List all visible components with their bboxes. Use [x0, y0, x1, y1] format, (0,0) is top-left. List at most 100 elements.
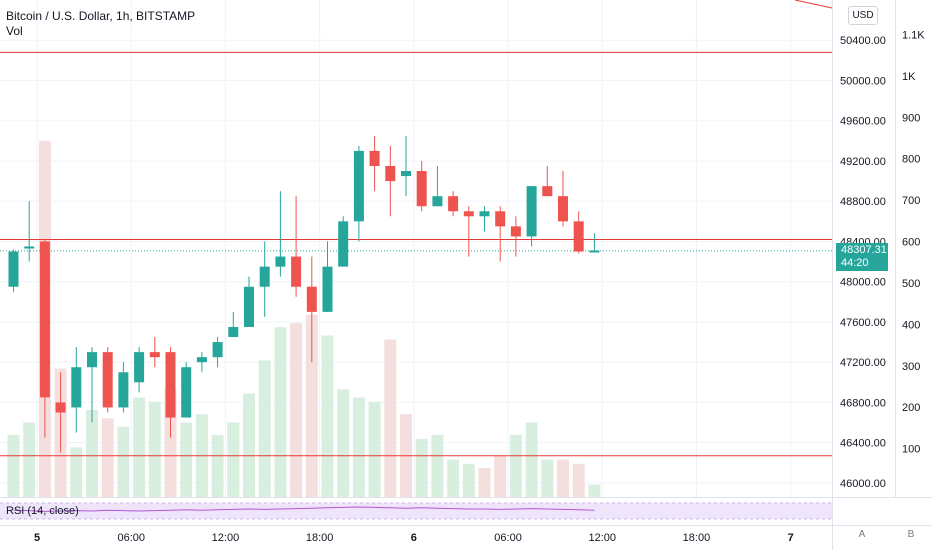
volume-bar	[352, 397, 365, 497]
candle-body	[353, 150, 364, 222]
volume-bar	[431, 434, 444, 497]
candle-body	[259, 266, 270, 287]
candle-body	[558, 196, 568, 222]
candle-body	[244, 286, 254, 327]
volume-tick-label: 400	[902, 319, 920, 331]
volume-bar	[180, 422, 193, 497]
candle-body	[432, 196, 443, 207]
price-tick-label: 49600.00	[840, 116, 886, 128]
volume-bar	[290, 323, 303, 497]
volume-tick-label: 600	[902, 237, 920, 249]
candle-body	[338, 221, 349, 267]
candle-body	[165, 352, 176, 418]
volume-bar	[321, 335, 334, 497]
volume-tick-label: 1.1K	[902, 29, 925, 41]
volume-bar	[117, 426, 130, 497]
volume-bar	[211, 434, 224, 497]
bar-countdown: 44:20	[841, 256, 869, 269]
candle-body	[8, 251, 19, 287]
rsi-line	[13, 506, 595, 512]
candle-body	[542, 186, 553, 197]
candle-body	[322, 266, 333, 312]
candle-body	[463, 211, 474, 217]
price-tick-label: 49200.00	[840, 156, 886, 168]
candle-body	[573, 221, 584, 252]
candle-body	[118, 372, 129, 408]
symbol-legend[interactable]: Bitcoin / U.S. Dollar, 1h, BITSTAMP	[6, 9, 196, 23]
rsi-legend[interactable]: RSI (14, close)	[6, 505, 79, 517]
volume-bar	[541, 459, 554, 497]
candle-body	[228, 326, 239, 338]
candle-body	[291, 256, 302, 287]
candle-body	[589, 250, 600, 253]
candle-body	[495, 211, 506, 227]
volume-bar	[557, 459, 569, 497]
volume-bar	[23, 422, 36, 497]
candle-body	[87, 352, 97, 368]
auto-scale-button[interactable]: A	[858, 529, 866, 540]
volume-bar	[258, 360, 271, 497]
time-tick-label: 12:00	[588, 532, 616, 544]
volume-bar	[243, 393, 255, 497]
candle-body	[71, 367, 82, 408]
time-tick-label: 18:00	[306, 532, 334, 544]
price-tick-label: 47600.00	[840, 317, 886, 329]
log-scale-button[interactable]: B	[907, 529, 915, 540]
volume-bar	[478, 468, 491, 497]
rsi-band	[0, 503, 832, 519]
time-tick-label: 18:00	[683, 532, 711, 544]
time-tick-label: 5	[34, 532, 40, 544]
volume-tick-label: 800	[902, 154, 920, 166]
last-price-value: 48307.31	[841, 243, 887, 256]
time-tick-label: 06:00	[494, 532, 522, 544]
volume-bar	[274, 327, 287, 497]
currency-button[interactable]: USD	[848, 6, 878, 25]
price-tick-label: 50400.00	[840, 35, 886, 47]
volume-bar	[86, 410, 98, 497]
last-price-label: 48307.31 44:20	[836, 242, 888, 271]
candle-body	[448, 196, 459, 212]
volume-bar	[133, 397, 146, 497]
candle-body	[24, 246, 35, 249]
volume-bar	[525, 422, 538, 497]
candle-body	[479, 211, 490, 217]
volume-tick-label: 300	[902, 361, 920, 373]
candle-body	[212, 342, 223, 358]
volume-tick-label: 700	[902, 195, 920, 207]
candle-body	[306, 286, 317, 312]
candle-body	[510, 226, 521, 237]
volume-tick-label: 200	[902, 402, 920, 414]
volume-tick-label: 900	[902, 112, 920, 124]
time-tick-label: 7	[788, 532, 794, 544]
volume-bar	[509, 434, 522, 497]
candle-body	[181, 367, 192, 418]
price-tick-label: 46800.00	[840, 397, 886, 409]
time-tick-label: 6	[411, 532, 417, 544]
volume-tick-label: 500	[902, 278, 920, 290]
volume-bar	[148, 401, 161, 497]
candle-body	[39, 241, 50, 398]
volume-bar	[494, 455, 507, 497]
volume-bar	[7, 434, 20, 497]
volume-legend[interactable]: Vol	[6, 24, 23, 38]
candle-body	[385, 166, 396, 182]
candle-body	[526, 186, 537, 237]
candle-body	[134, 352, 145, 383]
price-tick-label: 46400.00	[840, 438, 886, 450]
trend-line	[794, 0, 833, 9]
time-tick-label: 06:00	[117, 532, 145, 544]
volume-bar	[368, 401, 381, 497]
volume-tick-label: 100	[902, 444, 920, 456]
volume-bar	[572, 463, 585, 497]
volume-bar	[305, 314, 318, 497]
volume-bar	[101, 418, 114, 497]
candle-body	[149, 352, 160, 358]
price-tick-label: 50000.00	[840, 75, 886, 87]
volume-bar	[70, 447, 83, 497]
candle-body	[196, 357, 207, 363]
volume-bar	[588, 484, 601, 497]
candle-body	[369, 150, 380, 167]
price-tick-label: 48800.00	[840, 196, 886, 208]
volume-bar	[447, 459, 460, 497]
